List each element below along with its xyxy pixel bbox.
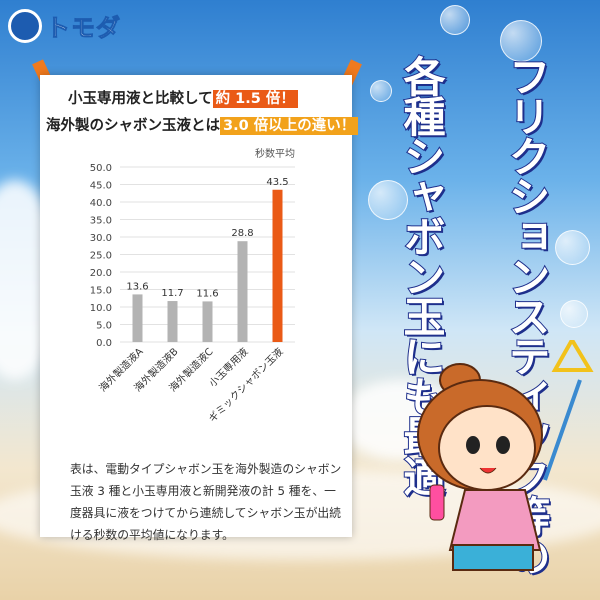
y-tick-label: 40.0 [90, 198, 112, 209]
data-label: 28.8 [231, 228, 253, 239]
brand-logo: トモダ [8, 8, 121, 43]
headline-text: 小玉専用液と比較して [68, 91, 213, 107]
headline-line1: 小玉専用液と比較して約 1.5 倍！ [68, 87, 298, 108]
y-tick-label: 0.0 [96, 338, 112, 349]
headline-highlight: 約 1.5 倍！ [212, 90, 298, 108]
y-tick-label: 15.0 [90, 286, 112, 297]
bar [202, 301, 213, 342]
y-tick-label: 25.0 [90, 251, 112, 262]
y-tick-label: 10.0 [90, 303, 112, 314]
y-tick-label: 5.0 [96, 321, 112, 332]
bar-chart: 秒数平均 0.0 5.0 10.0 15.0 20.0 25.0 30.0 35.0 40.0 45… [90, 147, 295, 425]
y-tick-label: 50.0 [90, 163, 112, 174]
y-tick-label: 20.0 [90, 268, 112, 279]
bar [132, 294, 143, 342]
data-label: 43.5 [266, 177, 288, 188]
data-label: 13.6 [126, 281, 148, 292]
headline-line2: 海外製のシャボン玉液とは 3.0 倍以上の違い！ [46, 114, 359, 135]
data-label: 11.6 [196, 288, 218, 299]
y-tick-label: 30.0 [90, 233, 112, 244]
rabbit-logo-icon [8, 8, 42, 43]
y-tick-label: 35.0 [90, 216, 112, 227]
bar [167, 301, 178, 342]
headline-text: 海外製のシャボン玉液とは [46, 118, 220, 134]
bubble [440, 5, 470, 35]
girl-illustration [417, 340, 594, 571]
y-tick-label: 45.0 [90, 181, 112, 192]
bubble [560, 300, 588, 328]
legend-label: 秒数平均 [255, 147, 295, 160]
brand-name: トモダ [46, 14, 121, 43]
bubble [555, 230, 590, 265]
bubble [368, 180, 408, 220]
chart-note: 表は、電動タイプシャボン玉を海外製造のシャボン玉液 3 種と小玉専用液と新開発液… [70, 462, 342, 542]
bar [272, 189, 283, 342]
chart-panel: 小玉専用液と比較して約 1.5 倍！ 海外製のシャボン玉液とは 3.0 倍以上の違… [40, 75, 359, 542]
bubble [500, 20, 542, 62]
data-label: 11.7 [161, 288, 183, 299]
bar [237, 241, 248, 342]
bubble [370, 80, 392, 102]
headline-highlight: 3.0 倍以上の違い！ [220, 117, 359, 135]
